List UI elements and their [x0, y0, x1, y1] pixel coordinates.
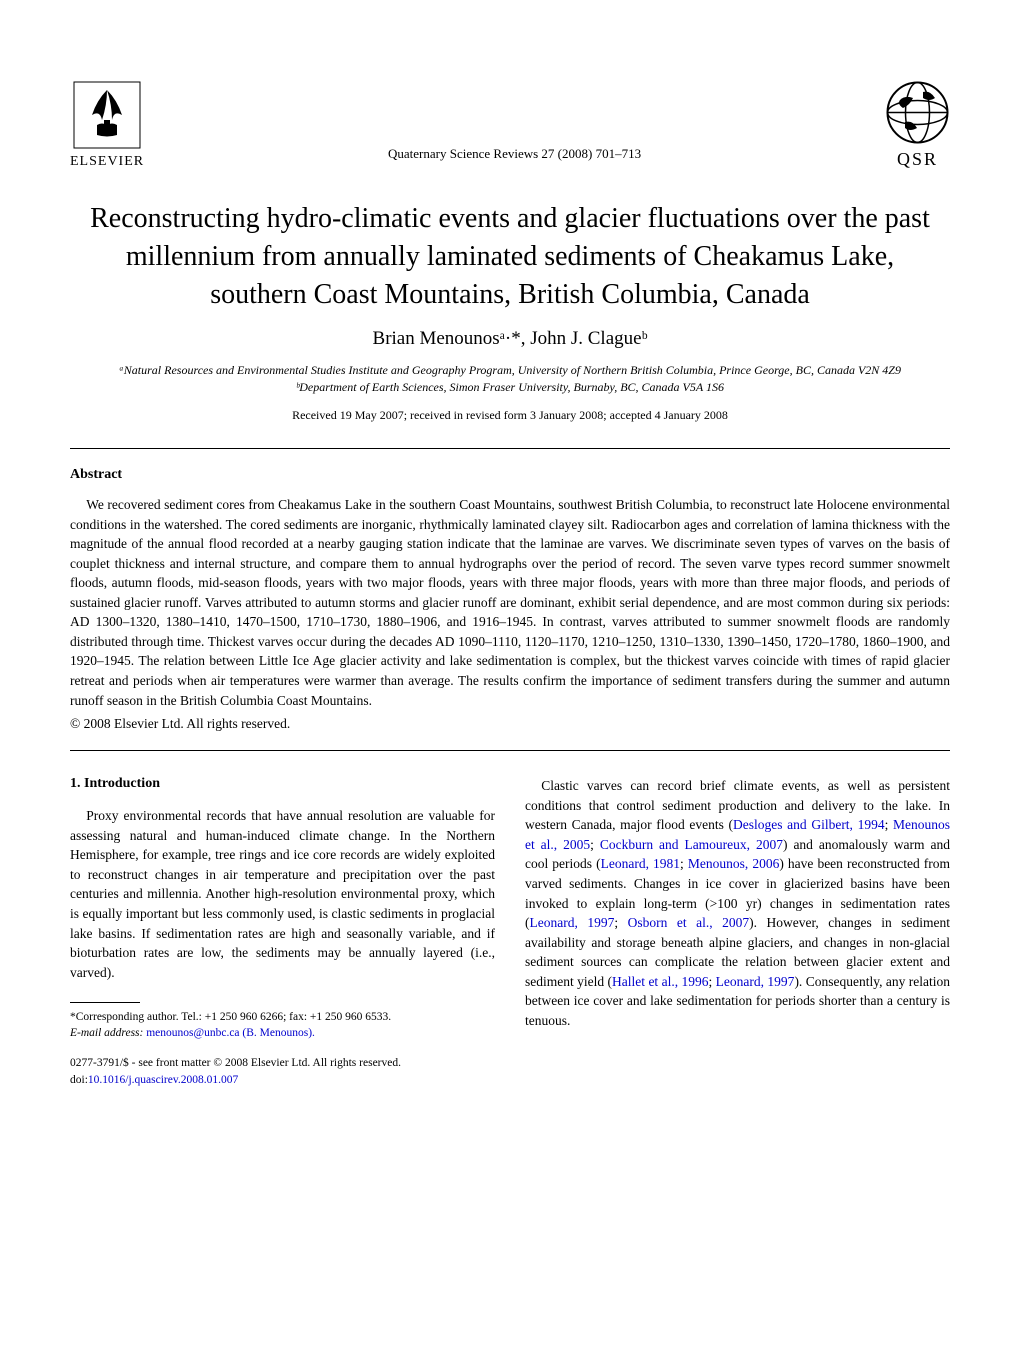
doi-label: doi: [70, 1074, 88, 1086]
sep: ; [614, 915, 627, 930]
footer-issn: 0277-3791/$ - see front matter © 2008 El… [70, 1055, 495, 1071]
ref-menounos-2006[interactable]: Menounos, 2006 [688, 856, 779, 871]
journal-logo: QSR [885, 80, 950, 170]
rule-bottom [70, 750, 950, 751]
sep: ; [885, 817, 893, 832]
ref-hallet-1996[interactable]: Hallet et al., 1996 [612, 974, 708, 989]
authors: Brian Menounosᵃ·*, John J. Clagueᵇ [70, 328, 950, 350]
rule-top [70, 448, 950, 449]
section-1-heading: 1. Introduction [70, 776, 495, 792]
ref-leonard-1997a[interactable]: Leonard, 1997 [530, 915, 615, 930]
article-title: Reconstructing hydro-climatic events and… [90, 200, 930, 313]
sep: ; [590, 837, 600, 852]
email-label: E-mail address: [70, 1027, 146, 1039]
intro-para-2: Clastic varves can record brief climate … [525, 776, 950, 1030]
ref-cockburn-2007[interactable]: Cockburn and Lamoureux, 2007 [600, 837, 783, 852]
sep: ; [680, 856, 688, 871]
right-column: Clastic varves can record brief climate … [525, 776, 950, 1087]
intro-para-1: Proxy environmental records that have an… [70, 806, 495, 982]
ref-leonard-1997b[interactable]: Leonard, 1997 [716, 974, 795, 989]
abstract-heading: Abstract [70, 467, 950, 483]
footer-doi: doi:10.1016/j.quascirev.2008.01.007 [70, 1072, 495, 1088]
corresponding-footnote: *Corresponding author. Tel.: +1 250 960 … [70, 1009, 495, 1025]
article-dates: Received 19 May 2007; received in revise… [70, 408, 950, 423]
journal-citation: Quaternary Science Reviews 27 (2008) 701… [144, 146, 885, 170]
email-link[interactable]: menounos@unbc.ca (B. Menounos). [146, 1027, 315, 1039]
sep: ; [709, 974, 716, 989]
body-columns: 1. Introduction Proxy environmental reco… [70, 776, 950, 1087]
footnote-rule [70, 1002, 140, 1003]
left-column: 1. Introduction Proxy environmental reco… [70, 776, 495, 1087]
journal-abbrev: QSR [897, 149, 938, 170]
affiliation-b: ᵇDepartment of Earth Sciences, Simon Fra… [70, 379, 950, 396]
qsr-globe-icon [885, 80, 950, 145]
ref-osborn-2007[interactable]: Osborn et al., 2007 [628, 915, 749, 930]
email-footnote: E-mail address: menounos@unbc.ca (B. Men… [70, 1025, 495, 1041]
page-header: ELSEVIER Quaternary Science Reviews 27 (… [70, 80, 950, 170]
ref-leonard-1981[interactable]: Leonard, 1981 [601, 856, 680, 871]
elsevier-tree-icon [72, 80, 142, 150]
abstract-text: We recovered sediment cores from Cheakam… [70, 495, 950, 710]
abstract-copyright: © 2008 Elsevier Ltd. All rights reserved… [70, 716, 950, 732]
publisher-name: ELSEVIER [70, 154, 144, 170]
doi-link[interactable]: 10.1016/j.quascirev.2008.01.007 [88, 1074, 238, 1086]
publisher-logo: ELSEVIER [70, 80, 144, 170]
affiliation-a: ᵃNatural Resources and Environmental Stu… [70, 362, 950, 379]
ref-desloges-1994[interactable]: Desloges and Gilbert, 1994 [733, 817, 885, 832]
